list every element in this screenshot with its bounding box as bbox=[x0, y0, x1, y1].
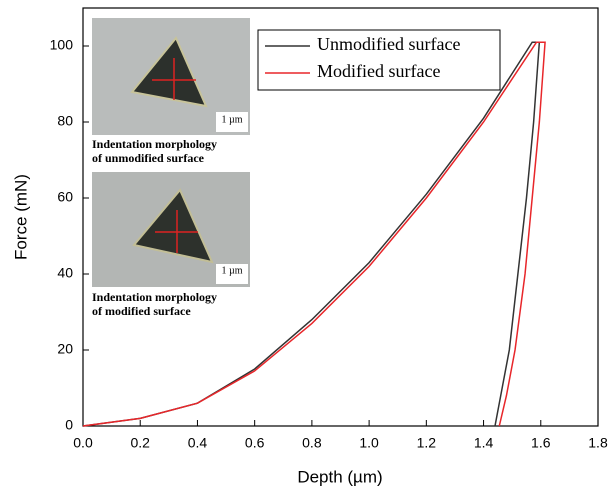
x-tick-label: 1.2 bbox=[417, 435, 437, 451]
inset-image bbox=[92, 18, 250, 287]
y-tick-label: 40 bbox=[57, 265, 73, 281]
data-line bbox=[82, 41, 541, 427]
x-tick-label: 0.6 bbox=[245, 435, 265, 451]
legend-label: Unmodified surface bbox=[317, 34, 460, 54]
y-tick-label: 80 bbox=[57, 113, 73, 129]
y-tick-label: 20 bbox=[57, 341, 73, 357]
y-tick-label: 0 bbox=[65, 417, 73, 433]
x-tick-label: 0.4 bbox=[188, 435, 208, 451]
scale-label: 1 µm bbox=[221, 114, 242, 125]
y-tick-label: 60 bbox=[57, 189, 73, 205]
x-tick-label: 1.8 bbox=[588, 435, 608, 451]
x-tick-label: 0.8 bbox=[302, 435, 322, 451]
legend-label: Modified surface bbox=[317, 61, 440, 81]
x-axis-label: Depth (µm) bbox=[297, 467, 382, 486]
x-tick-label: 1.4 bbox=[474, 435, 494, 451]
inset-caption: of unmodified surface bbox=[92, 151, 205, 165]
x-tick-label: 1.0 bbox=[359, 435, 379, 451]
data-line bbox=[82, 41, 546, 427]
inset-caption: Indentation morphology bbox=[92, 290, 217, 304]
scale-label: 1 µm bbox=[221, 265, 242, 276]
legend-box bbox=[257, 29, 501, 91]
y-axis-label: Force (mN) bbox=[11, 174, 30, 260]
x-tick-label: 1.6 bbox=[531, 435, 551, 451]
inset-caption: of modified surface bbox=[92, 304, 191, 318]
plot-frame bbox=[82, 7, 599, 427]
x-tick-label: 0.2 bbox=[130, 435, 150, 451]
inset-caption: Indentation morphology bbox=[92, 137, 217, 151]
y-tick-label: 100 bbox=[50, 37, 74, 53]
x-tick-label: 0.0 bbox=[73, 435, 93, 451]
